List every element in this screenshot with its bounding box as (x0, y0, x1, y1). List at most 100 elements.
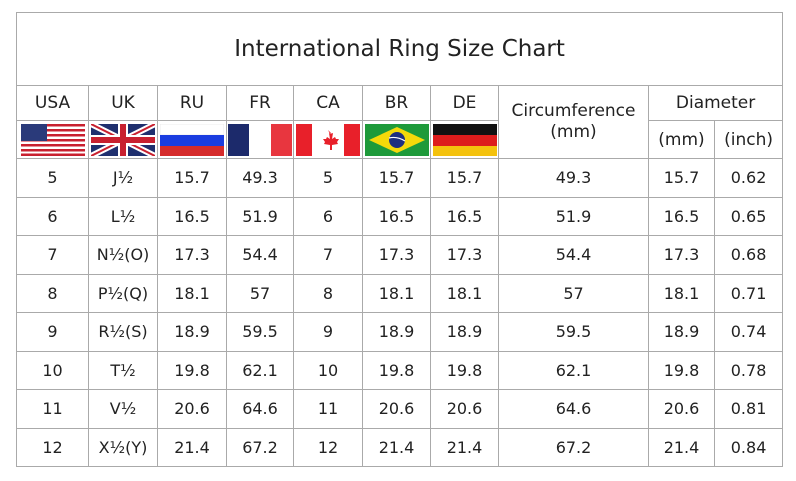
cell-uk: L½ (88, 196, 158, 236)
cell-fr: 64.6 (226, 389, 294, 429)
cell-fr: 51.9 (226, 196, 294, 236)
cell-circumference-mm: 67.2 (498, 427, 649, 467)
cell-ru: 16.5 (157, 196, 227, 236)
cell-uk: X½(Y) (88, 427, 158, 467)
cell-diameter-inch: 0.74 (713, 312, 784, 352)
header-usa: USA (16, 85, 89, 121)
cell-diameter-inch: 0.81 (713, 389, 784, 429)
header-br: BR (362, 85, 431, 121)
cell-circumference-mm: 51.9 (498, 196, 649, 236)
cell-ca: 5 (293, 158, 363, 198)
uk-flag-icon (91, 123, 155, 156)
cell-usa: 12 (16, 427, 89, 467)
cell-usa: 6 (16, 196, 89, 236)
cell-ru: 19.8 (157, 350, 227, 390)
cell-diameter-inch: 0.71 (713, 273, 784, 313)
table-row: 9 R½(S) 18.9 59.5 9 18.9 18.9 59.5 18.9 0.74 (16, 312, 784, 352)
cell-fr: 59.5 (226, 312, 294, 352)
cell-circumference-mm: 59.5 (498, 312, 649, 352)
header-ca: CA (293, 85, 363, 121)
brazil-flag-cell (362, 120, 431, 159)
cell-ca: 10 (293, 350, 363, 390)
header-de: DE (430, 85, 499, 121)
cell-diameter-inch: 0.62 (713, 158, 784, 198)
germany-flag-cell (430, 120, 499, 159)
cell-br: 20.6 (362, 389, 431, 429)
france-flag-cell (226, 120, 294, 159)
cell-usa: 7 (16, 235, 89, 275)
cell-ca: 12 (293, 427, 363, 467)
cell-circumference-mm: 49.3 (498, 158, 649, 198)
header-fr: FR (226, 85, 294, 121)
circumference-label: Circumference (511, 101, 636, 121)
cell-usa: 9 (16, 312, 89, 352)
cell-uk: V½ (88, 389, 158, 429)
russia-flag-cell (157, 120, 227, 159)
cell-uk: J½ (88, 158, 158, 198)
header-diameter: Diameter (647, 85, 784, 121)
cell-ca: 11 (293, 389, 363, 429)
cell-de: 18.1 (430, 273, 499, 313)
canada-flag-cell (293, 120, 363, 159)
table-row: 8 P½(Q) 18.1 57 8 18.1 18.1 57 18.1 0.71 (16, 273, 784, 313)
cell-ru: 18.9 (157, 312, 227, 352)
cell-de: 16.5 (430, 196, 499, 236)
cell-circumference-mm: 64.6 (498, 389, 649, 429)
cell-circumference-mm: 62.1 (498, 350, 649, 390)
cell-br: 17.3 (362, 235, 431, 275)
cell-ca: 8 (293, 273, 363, 313)
cell-usa: 11 (16, 389, 89, 429)
canada-flag-icon (296, 123, 360, 156)
cell-ru: 21.4 (157, 427, 227, 467)
cell-fr: 67.2 (226, 427, 294, 467)
cell-diameter-mm: 19.8 (648, 350, 715, 390)
cell-br: 16.5 (362, 196, 431, 236)
cell-ru: 18.1 (157, 273, 227, 313)
cell-diameter-mm: 17.3 (648, 235, 715, 275)
cell-diameter-mm: 18.9 (648, 312, 715, 352)
circumference-unit: (mm) (550, 122, 597, 142)
header-diameter-mm: (mm) (648, 120, 715, 159)
cell-diameter-inch: 0.65 (713, 196, 784, 236)
cell-diameter-mm: 15.7 (648, 158, 715, 198)
cell-uk: P½(Q) (88, 273, 158, 313)
france-flag-icon (228, 123, 292, 156)
cell-diameter-mm: 16.5 (648, 196, 715, 236)
cell-ca: 9 (293, 312, 363, 352)
cell-usa: 5 (16, 158, 89, 198)
table-row: 10 T½ 19.8 62.1 10 19.8 19.8 62.1 19.8 0.78 (16, 350, 784, 390)
cell-uk: T½ (88, 350, 158, 390)
cell-fr: 62.1 (226, 350, 294, 390)
chart-title: International Ring Size Chart (15, 12, 784, 86)
cell-fr: 49.3 (226, 158, 294, 198)
cell-diameter-mm: 18.1 (648, 273, 715, 313)
cell-usa: 10 (16, 350, 89, 390)
cell-de: 17.3 (430, 235, 499, 275)
cell-diameter-mm: 20.6 (648, 389, 715, 429)
cell-diameter-inch: 0.68 (713, 235, 784, 275)
table-row: 5 J½ 15.7 49.3 5 15.7 15.7 49.3 15.7 0.62 (16, 158, 784, 198)
usa-flag-cell (16, 120, 89, 159)
header-diameter-inch: (inch) (713, 120, 784, 159)
table-row: 7 N½(O) 17.3 54.4 7 17.3 17.3 54.4 17.3 0.68 (16, 235, 784, 275)
germany-flag-icon (432, 123, 497, 156)
cell-ca: 7 (293, 235, 363, 275)
cell-usa: 8 (16, 273, 89, 313)
cell-fr: 54.4 (226, 235, 294, 275)
cell-diameter-inch: 0.78 (713, 350, 784, 390)
cell-ru: 15.7 (157, 158, 227, 198)
cell-de: 15.7 (430, 158, 499, 198)
table-row: 11 V½ 20.6 64.6 11 20.6 20.6 64.6 20.6 0.81 (16, 389, 784, 429)
cell-br: 18.1 (362, 273, 431, 313)
cell-uk: N½(O) (88, 235, 158, 275)
uk-flag-cell (88, 120, 158, 159)
cell-fr: 57 (226, 273, 294, 313)
cell-ru: 20.6 (157, 389, 227, 429)
header-ru: RU (157, 85, 227, 121)
cell-br: 15.7 (362, 158, 431, 198)
cell-ru: 17.3 (157, 235, 227, 275)
usa-flag-icon (20, 123, 85, 156)
header-circumference: Circumference (mm) (498, 85, 649, 159)
cell-de: 18.9 (430, 312, 499, 352)
cell-de: 20.6 (430, 389, 499, 429)
